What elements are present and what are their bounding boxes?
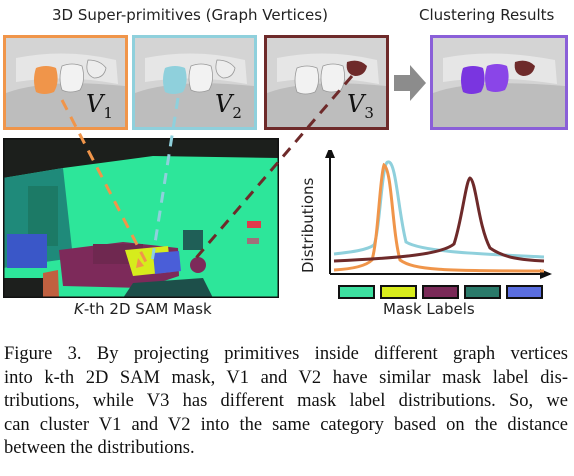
clustering-result-render [433,38,565,127]
sam-mask-image [3,138,279,298]
curve-v3 [333,176,545,263]
right-arrow-icon [394,65,426,101]
projection-line-v3 [194,75,354,259]
mask-labels-axis-label: Mask Labels [383,300,475,318]
vertex-1-render [6,38,125,127]
vertex-2-label: V2 [215,90,242,122]
mask-label-swatch-2 [380,285,417,299]
caption-line: Figure 3. By projecting primitives insid… [4,344,568,364]
mask-label-swatch-3 [422,285,459,299]
projection-lines [60,75,354,268]
caption-line: between the distributions. [4,438,195,458]
projection-line-v1 [60,99,148,263]
caption-line: into k-th 2D SAM mask, V1 and V2 have si… [4,367,568,388]
clustering-results-title: Clustering Results [419,6,555,24]
mask-label-swatch-4 [464,285,501,299]
mask-label-swatch-5 [506,285,543,299]
vertex-2-thumbnail: V2 [132,35,257,130]
caption-line: tributions, while V3 has different mask … [4,391,568,411]
vertex-1-label: V1 [86,90,113,122]
curve-v1 [333,162,545,273]
caption-line: can cluster V1 and V2 into the same cate… [4,414,568,435]
vertex-3-label: V3 [347,90,374,122]
distribution-plot [325,150,552,279]
mask-label-swatch-1 [338,285,375,299]
figure-caption: Figure 3. By projecting primitives insid… [4,343,568,461]
clustering-result-thumbnail [430,35,568,130]
curve-v2 [333,160,545,259]
projection-line-v2 [150,97,180,263]
vertex-1-thumbnail: V1 [3,35,128,130]
vertex-2-render [135,38,254,127]
sam-mask-caption: K-th 2D SAM Mask [74,300,212,318]
vertex-3-thumbnail: V3 [264,35,389,130]
super-primitives-title: 3D Super-primitives (Graph Vertices) [52,6,328,24]
distributions-axis-label: Distributions [299,177,317,273]
vertex-3-render [267,38,386,127]
